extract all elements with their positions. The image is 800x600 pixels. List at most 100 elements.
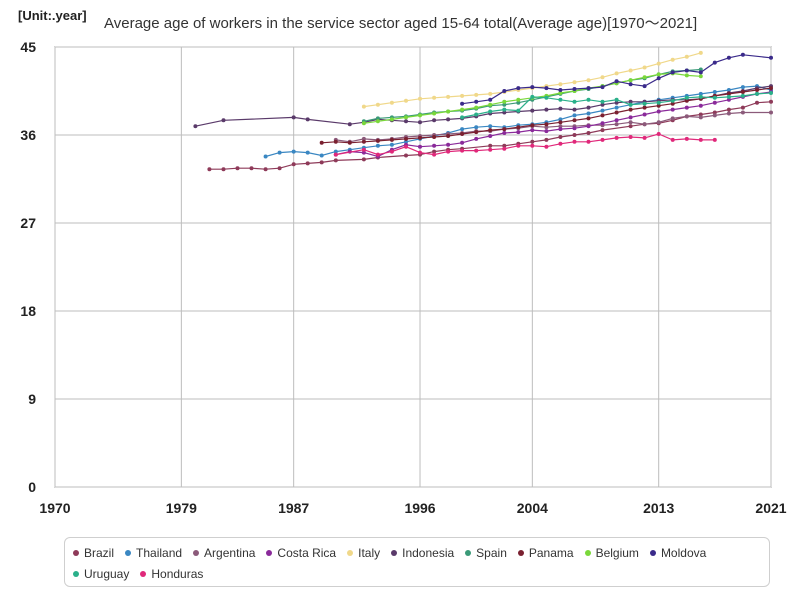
data-point-italy <box>698 50 703 55</box>
legend-item-costa-rica[interactable]: Costa Rica <box>266 542 336 563</box>
data-point-italy <box>361 104 366 109</box>
legend-item-argentina[interactable]: Argentina <box>193 542 255 563</box>
data-point-moldova <box>698 70 703 75</box>
data-point-argentina <box>558 124 563 129</box>
data-point-argentina <box>656 120 661 125</box>
data-point-indonesia <box>544 107 549 112</box>
data-point-brazil <box>726 107 731 112</box>
data-point-panama <box>544 122 549 127</box>
data-point-belgium <box>361 121 366 126</box>
data-point-italy <box>375 102 380 107</box>
data-point-costa-rica <box>642 112 647 117</box>
data-point-indonesia <box>404 119 408 124</box>
data-point-belgium <box>460 107 465 112</box>
legend-marker <box>125 549 132 556</box>
data-point-panama <box>614 110 619 115</box>
data-point-panama <box>404 136 408 141</box>
data-point-belgium <box>558 91 563 95</box>
legend-item-italy[interactable]: Italy <box>347 542 380 563</box>
data-point-uruguay <box>698 94 703 99</box>
legend-item-spain[interactable]: Spain <box>465 542 507 563</box>
data-point-brazil <box>586 131 591 135</box>
data-point-costa-rica <box>712 100 717 105</box>
data-point-spain <box>502 102 507 107</box>
data-point-moldova <box>628 82 633 87</box>
data-point-belgium <box>502 99 507 104</box>
data-point-brazil <box>502 143 507 148</box>
data-point-panama <box>375 138 380 143</box>
data-point-moldova <box>614 79 619 84</box>
legend-item-honduras[interactable]: Honduras <box>140 563 203 584</box>
data-point-honduras <box>642 135 647 140</box>
data-point-honduras <box>530 143 535 148</box>
data-point-honduras <box>333 152 338 157</box>
legend-label: Costa Rica <box>277 545 337 560</box>
data-point-costa-rica <box>684 105 689 110</box>
data-point-thailand <box>558 117 563 122</box>
legend-marker <box>193 549 200 556</box>
data-point-brazil <box>628 124 633 129</box>
data-point-thailand <box>333 149 338 154</box>
data-point-uruguay <box>684 95 689 100</box>
data-point-panama <box>502 127 507 132</box>
data-point-costa-rica <box>698 103 703 108</box>
series-honduras <box>333 132 717 157</box>
legend-item-moldova[interactable]: Moldova <box>649 542 707 563</box>
data-point-italy <box>600 75 605 80</box>
data-point-brazil <box>221 167 226 172</box>
data-point-belgium <box>628 78 633 83</box>
data-point-belgium <box>404 115 408 120</box>
data-point-thailand <box>614 105 619 110</box>
data-point-italy <box>446 94 451 99</box>
data-point-belgium <box>389 117 394 122</box>
data-point-italy <box>558 82 563 87</box>
y-tick-label: 27 <box>20 215 36 231</box>
legend-item-panama[interactable]: Panama <box>517 542 574 563</box>
data-point-thailand <box>277 150 282 155</box>
legend-item-uruguay[interactable]: Uruguay <box>73 563 129 584</box>
data-point-italy <box>488 91 493 96</box>
data-point-brazil <box>319 160 324 165</box>
data-point-honduras <box>460 148 465 153</box>
data-point-moldova <box>600 85 605 90</box>
legend-label: Moldova <box>660 545 707 560</box>
series-panama <box>319 86 773 145</box>
data-point-brazil <box>712 110 717 115</box>
legend-item-brazil[interactable]: Brazil <box>73 542 114 563</box>
data-point-costa-rica <box>460 140 465 145</box>
data-point-moldova <box>712 60 717 65</box>
data-point-honduras <box>389 149 394 154</box>
data-point-costa-rica <box>361 150 366 155</box>
data-point-brazil <box>361 157 366 162</box>
legend-marker <box>649 549 656 556</box>
data-point-brazil <box>305 161 310 166</box>
data-point-belgium <box>474 105 479 110</box>
data-point-honduras <box>502 146 507 151</box>
data-point-indonesia <box>586 105 591 110</box>
data-point-panama <box>586 116 591 121</box>
data-point-brazil <box>277 166 282 171</box>
data-point-brazil <box>291 162 296 167</box>
legend-item-thailand[interactable]: Thailand <box>125 542 182 563</box>
data-point-brazil <box>488 143 493 148</box>
data-point-italy <box>432 95 437 100</box>
data-point-costa-rica <box>432 143 437 148</box>
legend-item-indonesia[interactable]: Indonesia <box>391 542 454 563</box>
legend-label: Thailand <box>136 545 183 560</box>
data-point-brazil <box>769 99 773 104</box>
data-point-panama <box>769 86 773 91</box>
legend-label: Italy <box>358 545 381 560</box>
data-point-panama <box>516 125 521 130</box>
x-tick-label: 2004 <box>517 500 548 516</box>
data-point-panama <box>740 90 745 94</box>
data-point-thailand <box>572 113 577 118</box>
data-point-honduras <box>474 148 479 153</box>
data-point-honduras <box>670 137 675 142</box>
data-point-moldova <box>502 89 507 93</box>
data-point-italy <box>404 98 408 103</box>
data-point-uruguay <box>600 99 605 104</box>
legend-item-belgium[interactable]: Belgium <box>584 542 639 563</box>
legend-label: Belgium <box>595 545 639 560</box>
data-point-honduras <box>614 135 619 140</box>
data-point-italy <box>474 92 479 97</box>
